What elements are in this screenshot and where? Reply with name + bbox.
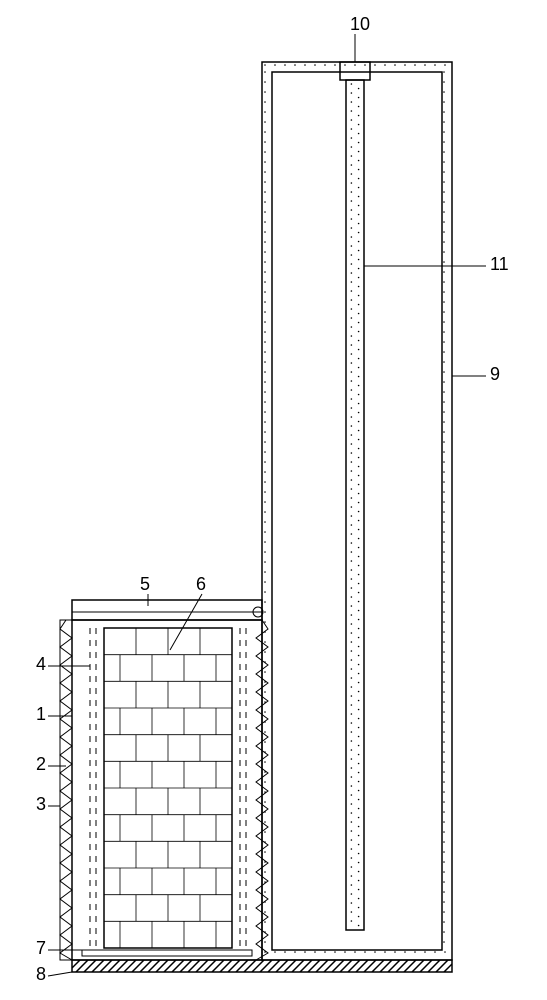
- label-9: 9: [452, 364, 500, 384]
- left-zigzag-l: [60, 620, 72, 960]
- right-jacket-dots: [264, 64, 446, 953]
- svg-text:2: 2: [36, 754, 46, 774]
- left-bottom-inner: [82, 950, 252, 956]
- svg-text:10: 10: [350, 14, 370, 34]
- label-2: 2: [36, 754, 66, 774]
- left-top-cap: [72, 600, 262, 620]
- svg-text:1: 1: [36, 704, 46, 724]
- label-3: 3: [36, 794, 60, 814]
- label-4: 4: [36, 654, 90, 674]
- svg-text:8: 8: [36, 964, 46, 984]
- svg-text:4: 4: [36, 654, 46, 674]
- center-column: [346, 80, 364, 930]
- center-column-dots: [351, 83, 360, 926]
- svg-text:7: 7: [36, 938, 46, 958]
- right-outer: [262, 62, 452, 960]
- svg-text:11: 11: [490, 254, 509, 274]
- svg-text:3: 3: [36, 794, 46, 814]
- label-5: 5: [140, 574, 150, 606]
- ground-hatch: [60, 960, 472, 972]
- brick-pattern: [104, 628, 232, 948]
- left-outer: [72, 620, 262, 960]
- svg-text:5: 5: [140, 574, 150, 594]
- label-10: 10: [350, 14, 370, 62]
- svg-text:6: 6: [196, 574, 206, 594]
- svg-text:9: 9: [490, 364, 500, 384]
- label-11: 11: [364, 254, 509, 274]
- right-inner: [272, 72, 442, 950]
- label-8: 8: [36, 964, 72, 984]
